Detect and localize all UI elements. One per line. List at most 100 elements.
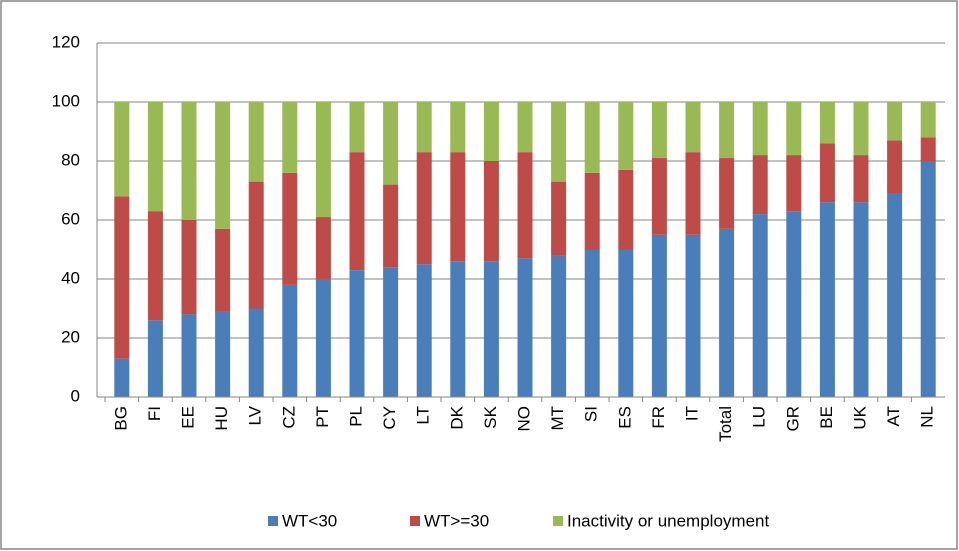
legend-label: WT>=30 xyxy=(424,511,489,530)
bar-segment xyxy=(215,102,231,229)
bar-segment xyxy=(517,102,533,153)
bar-segment xyxy=(517,258,533,397)
bar-segment xyxy=(215,228,231,312)
x-tick-label: DK xyxy=(447,405,466,429)
x-tick-label: UK xyxy=(850,405,869,429)
bar-segment xyxy=(786,211,802,397)
x-tick-label: HU xyxy=(212,406,231,431)
bar-segment xyxy=(651,234,667,397)
bar-segment xyxy=(383,267,399,397)
bar-segment xyxy=(114,358,130,397)
bar-segment xyxy=(551,102,567,182)
x-tick-label: LT xyxy=(414,406,433,425)
bar-segment xyxy=(181,314,197,397)
x-tick-label: IT xyxy=(682,406,701,421)
y-tick-label: 120 xyxy=(52,32,80,51)
bar-segment xyxy=(349,102,365,153)
legend-swatch xyxy=(410,516,420,526)
y-tick-label: 0 xyxy=(71,386,80,405)
bar-segment xyxy=(920,137,936,161)
bar-segment xyxy=(651,102,667,159)
bar-segment xyxy=(282,102,298,173)
bar-segment xyxy=(215,311,231,397)
x-tick-label: FI xyxy=(145,406,164,421)
bar-segment xyxy=(483,102,499,161)
bar-segment xyxy=(282,284,298,397)
legend-swatch xyxy=(268,516,278,526)
bar-segment xyxy=(752,102,768,156)
bar-segment xyxy=(651,158,667,235)
y-tick-label: 60 xyxy=(61,209,80,228)
bar-segment xyxy=(181,102,197,220)
bar-segment xyxy=(181,220,197,315)
x-tick-label: FR xyxy=(649,406,668,429)
bar-segment xyxy=(887,102,903,141)
bar-segment xyxy=(551,181,567,256)
bar-segment xyxy=(483,261,499,397)
bar-segment xyxy=(147,211,163,321)
bar-segment xyxy=(752,155,768,215)
bar-segment xyxy=(618,102,634,170)
bar-segment xyxy=(349,270,365,397)
bar-segment xyxy=(248,308,264,397)
x-tick-label: LU xyxy=(750,406,769,428)
x-tick-label: CZ xyxy=(279,406,298,429)
y-tick-label: 40 xyxy=(61,268,80,287)
y-tick-label: 20 xyxy=(61,327,80,346)
bar-segment xyxy=(618,249,634,397)
bar-segment xyxy=(887,140,903,194)
bar-segment xyxy=(450,261,466,397)
bar-segment xyxy=(920,102,936,138)
bar-segment xyxy=(786,102,802,156)
bar-segment xyxy=(584,172,600,250)
x-tick-label: NL xyxy=(918,406,937,428)
bar-segment xyxy=(853,202,869,397)
bar-segment xyxy=(887,193,903,397)
x-tick-label: Total xyxy=(716,406,735,442)
legend-swatch xyxy=(553,516,563,526)
bar-segment xyxy=(315,217,331,279)
legend-label: Inactivity or unemployment xyxy=(567,511,769,530)
x-tick-label: BE xyxy=(817,406,836,429)
bar-segment xyxy=(383,184,399,268)
bar-segment xyxy=(517,152,533,259)
bar-segment xyxy=(719,102,735,159)
bar-segment xyxy=(349,152,365,271)
x-tick-label: ES xyxy=(615,406,634,429)
bar-segment xyxy=(416,102,432,153)
x-tick-label: MT xyxy=(548,406,567,431)
bar-segment xyxy=(920,161,936,397)
x-tick-label: CY xyxy=(380,406,399,430)
x-tick-label: NO xyxy=(514,406,533,432)
bar-segment xyxy=(752,214,768,397)
x-tick-label: SK xyxy=(481,405,500,428)
x-tick-label: GR xyxy=(783,406,802,432)
bar-segment xyxy=(618,169,634,250)
bar-segment xyxy=(551,255,567,397)
bar-segment xyxy=(853,102,869,156)
x-tick-label: PL xyxy=(346,406,365,427)
bar-segment xyxy=(450,102,466,153)
bar-segment xyxy=(584,249,600,397)
bar-segment xyxy=(282,172,298,285)
y-tick-label: 100 xyxy=(52,91,80,110)
bar-segment xyxy=(819,102,835,144)
x-tick-label: EE xyxy=(178,406,197,429)
bar-segment xyxy=(114,102,130,197)
bar-segment xyxy=(483,161,499,262)
bar-segment xyxy=(248,181,264,309)
x-tick-label: SI xyxy=(582,406,601,422)
bar-segment xyxy=(147,320,163,397)
bar-segment xyxy=(685,234,701,397)
bar-segment xyxy=(416,264,432,397)
x-tick-label: BG xyxy=(111,406,130,431)
bar-segment xyxy=(584,102,600,173)
bar-segment xyxy=(685,102,701,153)
bar-segment xyxy=(416,152,432,265)
y-tick-label: 80 xyxy=(61,150,80,169)
bar-segment xyxy=(719,158,735,229)
bar-segment xyxy=(450,152,466,262)
bar-segment xyxy=(315,102,331,218)
bar-segment xyxy=(114,196,130,359)
